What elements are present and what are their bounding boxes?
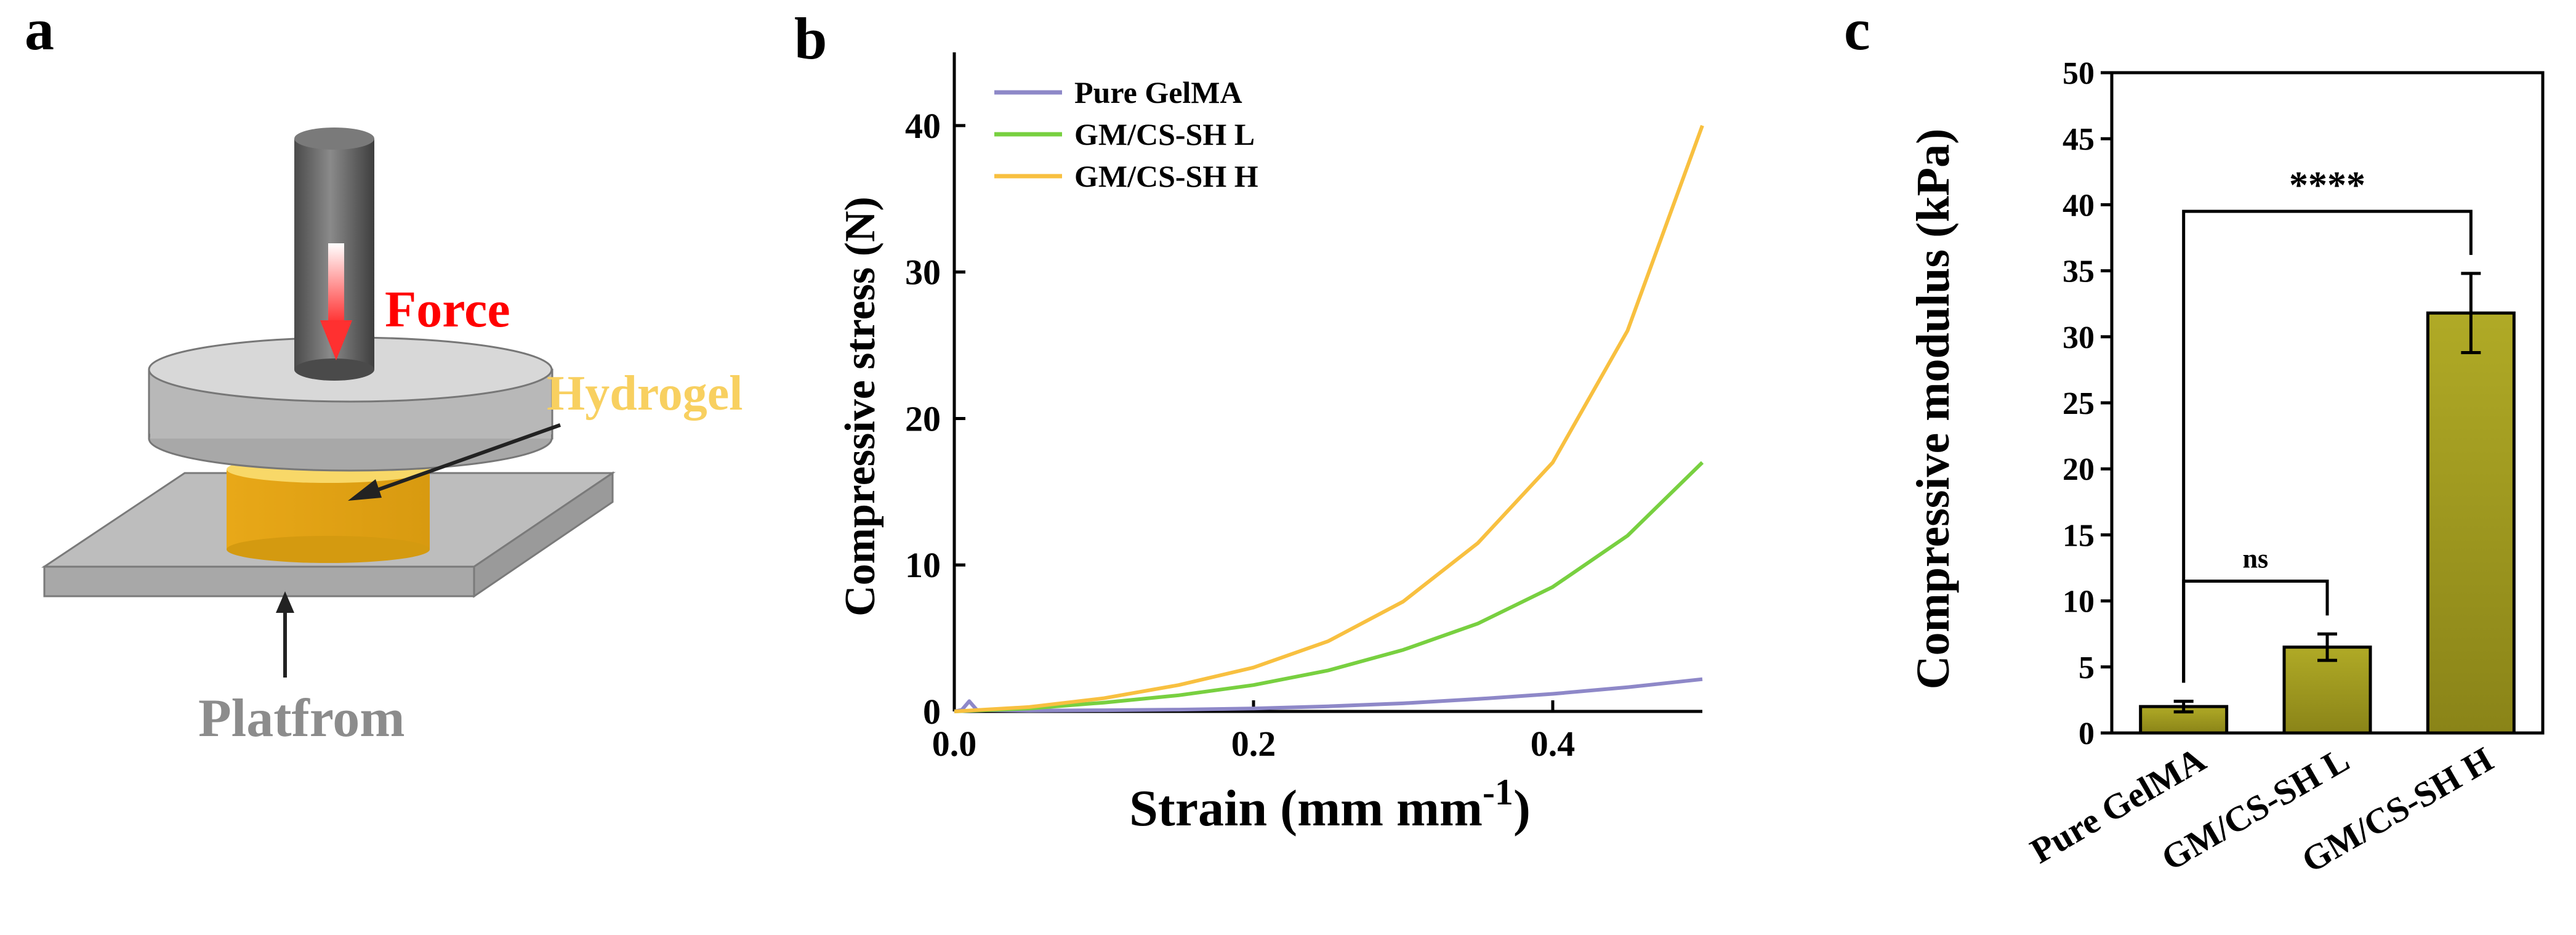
x-axis-label-close: ) [1513,780,1531,837]
y-tick-label: 5 [2079,650,2095,686]
series-line-2 [954,124,1704,713]
y-tick-label: 30 [2063,320,2095,355]
y-tick-label: 40 [2063,188,2095,223]
y-tick-label: 35 [2063,254,2095,289]
y-axis-label: Compressive stress (N) [837,196,884,617]
force-arrow-icon [320,243,352,360]
panel-c: c 0 5 10 15 20 25 30 35 40 45 50 Compressive modulu… [1844,0,2545,880]
y-tick-label: 15 [2063,518,2095,553]
significance-label-1: **** [2289,164,2365,206]
y-tick-label: 0 [923,692,941,732]
legend-label-1: GM/CS-SH L [1074,117,1255,152]
x-tick-label: 0.4 [1531,724,1576,764]
platform-front [43,565,475,597]
y-tick-label: 20 [905,399,941,439]
force-label: Force [385,281,510,338]
panel-a-letter: a [25,0,54,62]
y-tick-label: 50 [2063,56,2095,91]
x-tick-label: 0.2 [1231,724,1276,764]
hydrogel-label: Hydrogel [547,366,743,421]
y-tick-label: 45 [2063,122,2095,157]
y-tick-label: 30 [905,253,941,293]
y-tick-label: 40 [905,106,941,146]
piston-bottom [294,358,374,381]
legend-label-0: Pure GelMA [1074,75,1242,110]
x-axis-label-sup: -1 [1483,772,1513,812]
platform-side [473,471,614,598]
y-tick-label: 10 [2063,585,2095,620]
panel-c-letter: c [1844,0,1870,62]
significance-bracket-1 [2182,209,2473,683]
x-axis-label-main: Strain (mm mm [1129,780,1483,837]
x-tick-label: 0.0 [932,724,977,764]
y-tick-label: 20 [2063,452,2095,487]
platform-label: Platfrom [198,689,405,748]
platform-pointer-head [276,591,294,613]
panel-b: b 0 10 20 30 40 0.0 0.2 0.4 Compressive stress (… [794,6,1704,837]
y-axis-label: Compressive modulus (kPa) [1907,129,1959,690]
y-tick-label: 0 [2079,716,2095,751]
panel-a: a Force Hydrogel Platfrom [25,0,743,748]
legend-label-2: GM/CS-SH H [1074,159,1258,193]
bar [2426,311,2516,735]
x-axis-label: Strain (mm mm-1) [1129,772,1531,837]
series-line-1 [954,461,1704,713]
panel-b-letter: b [794,6,827,71]
piston-top [294,127,374,150]
hydrogel-bottom [227,536,430,563]
bar-chart: 0 5 10 15 20 25 30 35 40 45 50 Compressive modulus … [1907,56,2545,880]
y-tick-label: 25 [2063,386,2095,421]
hydrogel-pointer [368,423,561,495]
series-line-0 [954,677,1703,713]
line-chart: 0 10 20 30 40 0.0 0.2 0.4 Compressive stress (N)… [837,52,1704,837]
significance-label-0: ns [2243,543,2269,573]
y-tick-label: 10 [905,545,941,585]
hydrogel-pointer-head [348,479,382,501]
